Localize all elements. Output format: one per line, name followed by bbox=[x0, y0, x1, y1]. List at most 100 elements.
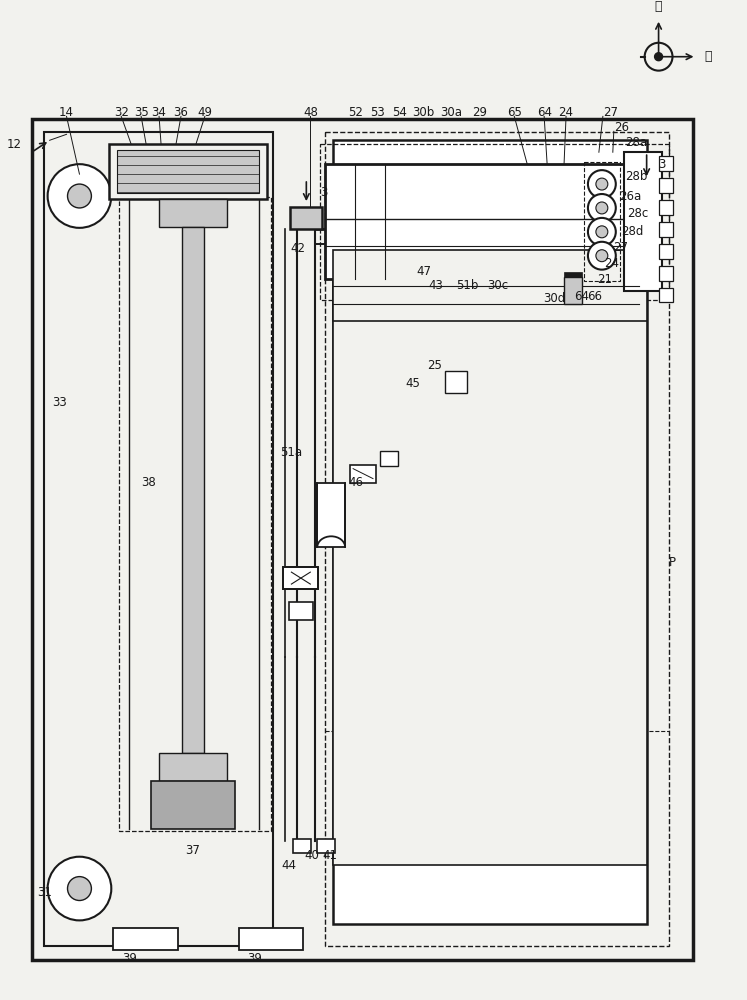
Text: 65: 65 bbox=[507, 106, 521, 119]
Bar bbox=[151, 781, 235, 829]
Bar bbox=[659, 288, 672, 302]
Text: 37: 37 bbox=[185, 844, 200, 857]
Bar bbox=[325, 164, 624, 279]
Bar bbox=[291, 207, 322, 229]
Text: 30b: 30b bbox=[412, 106, 435, 119]
Bar bbox=[182, 227, 204, 753]
Text: 29: 29 bbox=[472, 106, 487, 119]
Text: 30d: 30d bbox=[543, 292, 565, 305]
Bar bbox=[380, 451, 398, 466]
Text: 45: 45 bbox=[405, 377, 420, 390]
Bar bbox=[120, 197, 270, 831]
Circle shape bbox=[48, 857, 111, 920]
Bar bbox=[584, 162, 620, 281]
Circle shape bbox=[596, 226, 608, 238]
Text: 28c: 28c bbox=[627, 207, 648, 220]
Text: 27: 27 bbox=[603, 106, 618, 119]
Bar bbox=[294, 839, 311, 853]
Text: 21: 21 bbox=[597, 273, 612, 286]
Bar bbox=[564, 277, 582, 304]
Text: 12: 12 bbox=[7, 138, 22, 151]
Text: 42: 42 bbox=[291, 242, 306, 255]
Circle shape bbox=[596, 178, 608, 190]
Text: 46: 46 bbox=[348, 476, 363, 489]
Text: 66: 66 bbox=[587, 290, 602, 303]
Text: 26a: 26a bbox=[619, 190, 641, 203]
Bar bbox=[659, 178, 672, 193]
Bar bbox=[325, 132, 669, 946]
Text: 27: 27 bbox=[613, 241, 627, 254]
Bar bbox=[659, 222, 672, 237]
Bar bbox=[289, 602, 313, 620]
Bar bbox=[239, 928, 303, 950]
Text: 41: 41 bbox=[323, 849, 338, 862]
Bar bbox=[659, 244, 672, 259]
Text: 47: 47 bbox=[417, 265, 432, 278]
Text: 38: 38 bbox=[141, 476, 156, 489]
Text: 28a: 28a bbox=[624, 136, 647, 149]
Text: 33: 33 bbox=[52, 396, 66, 409]
Bar bbox=[659, 200, 672, 215]
Text: P: P bbox=[669, 556, 675, 569]
Bar bbox=[320, 144, 669, 300]
Text: 36: 36 bbox=[173, 106, 188, 119]
Text: 24: 24 bbox=[559, 106, 574, 119]
Text: 35: 35 bbox=[134, 106, 149, 119]
Circle shape bbox=[596, 250, 608, 262]
Text: 44: 44 bbox=[282, 859, 297, 872]
Circle shape bbox=[596, 202, 608, 214]
Text: 3: 3 bbox=[659, 158, 666, 171]
Text: 64: 64 bbox=[574, 290, 589, 303]
Bar bbox=[317, 839, 335, 853]
Text: 51a: 51a bbox=[280, 446, 303, 459]
Text: 54: 54 bbox=[392, 106, 407, 119]
Text: 14: 14 bbox=[59, 106, 74, 119]
Text: 51b: 51b bbox=[456, 279, 479, 292]
Text: 39: 39 bbox=[122, 952, 137, 965]
Text: 48: 48 bbox=[303, 106, 317, 119]
Text: 39: 39 bbox=[247, 952, 262, 965]
Circle shape bbox=[654, 53, 663, 61]
Bar bbox=[333, 140, 647, 924]
Text: 右: 右 bbox=[655, 0, 663, 13]
Bar bbox=[31, 119, 693, 960]
Text: 3: 3 bbox=[320, 186, 328, 199]
Bar bbox=[283, 567, 318, 589]
Text: 52: 52 bbox=[347, 106, 362, 119]
Bar bbox=[564, 272, 582, 277]
Bar bbox=[659, 156, 672, 171]
Circle shape bbox=[588, 170, 616, 198]
Text: 31: 31 bbox=[37, 886, 52, 899]
Text: 40: 40 bbox=[305, 849, 320, 862]
Text: 49: 49 bbox=[197, 106, 212, 119]
Text: 26: 26 bbox=[614, 121, 629, 134]
Circle shape bbox=[67, 877, 91, 900]
Text: 24: 24 bbox=[604, 257, 619, 270]
Bar bbox=[159, 753, 227, 781]
Text: 32: 32 bbox=[114, 106, 128, 119]
Bar bbox=[109, 144, 267, 199]
Circle shape bbox=[588, 242, 616, 270]
Bar bbox=[317, 483, 345, 547]
Text: 53: 53 bbox=[371, 106, 385, 119]
Text: 30c: 30c bbox=[487, 279, 508, 292]
Text: 25: 25 bbox=[427, 359, 441, 372]
Bar bbox=[333, 250, 647, 865]
Bar bbox=[333, 250, 647, 321]
Circle shape bbox=[588, 218, 616, 246]
Text: 30a: 30a bbox=[441, 106, 462, 119]
Text: 幅: 幅 bbox=[704, 50, 712, 63]
Bar bbox=[114, 928, 178, 950]
Circle shape bbox=[67, 184, 91, 208]
Text: 28d: 28d bbox=[621, 225, 643, 238]
Bar bbox=[159, 199, 227, 227]
Bar bbox=[444, 371, 467, 393]
Text: 43: 43 bbox=[429, 279, 444, 292]
Circle shape bbox=[588, 194, 616, 222]
Text: 34: 34 bbox=[152, 106, 167, 119]
Bar bbox=[283, 567, 318, 589]
Text: 64: 64 bbox=[536, 106, 551, 119]
Text: 28b: 28b bbox=[624, 170, 647, 183]
Bar bbox=[117, 150, 258, 193]
Bar bbox=[624, 152, 662, 291]
